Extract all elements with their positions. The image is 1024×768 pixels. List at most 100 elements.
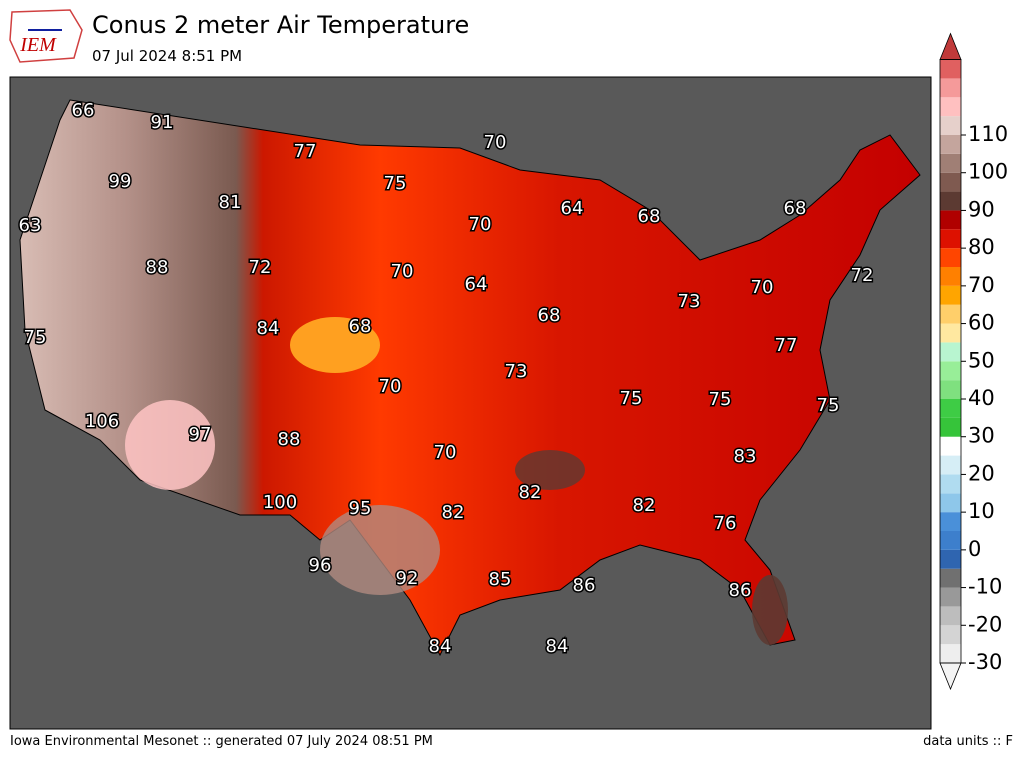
station-label: 88 <box>146 257 169 278</box>
colorbar-segment <box>940 474 961 494</box>
footer-left: Iowa Environmental Mesonet :: generated … <box>10 734 433 749</box>
station-label: 81 <box>219 192 242 213</box>
station-label: 84 <box>546 636 569 657</box>
colorbar-tick-label: 20 <box>968 461 995 485</box>
colorbar-segment <box>940 229 961 249</box>
colorbar-segment <box>940 304 961 324</box>
station-label: 64 <box>465 274 488 295</box>
warm-area <box>515 450 585 490</box>
colorbar-segment <box>940 78 961 98</box>
colorbar-segment <box>940 436 961 456</box>
station-label: 63 <box>19 215 42 236</box>
colorbar-segment <box>940 361 961 381</box>
colorbar-segment <box>940 493 961 513</box>
station-label: 72 <box>249 257 272 278</box>
logo: IEM <box>9 9 83 63</box>
colorbar-under <box>939 662 962 691</box>
station-label: 75 <box>709 389 732 410</box>
station-label: 75 <box>817 395 840 416</box>
station-label: 70 <box>484 132 507 153</box>
colorbar-segment <box>940 417 961 437</box>
station-label: 83 <box>734 446 757 467</box>
station-label: 68 <box>638 206 661 227</box>
colorbar-segment <box>940 97 961 117</box>
colorbar-segment <box>940 210 961 230</box>
subtitle: 07 Jul 2024 8:51 PM <box>92 47 242 65</box>
station-label: 64 <box>561 198 584 219</box>
station-label: 77 <box>775 335 798 356</box>
colorbar-segment <box>940 59 961 79</box>
colorbar-tick-label: 110 <box>968 122 1008 146</box>
station-label: 84 <box>429 636 452 657</box>
colorbar-segment <box>940 267 961 286</box>
colorbar-segment <box>940 399 961 418</box>
texas-area <box>320 505 440 595</box>
colorbar-tick-label: 0 <box>968 537 981 561</box>
colorbar-segment <box>940 153 961 173</box>
station-label: 100 <box>263 492 297 513</box>
colorbar-segment <box>940 342 961 362</box>
station-label: 99 <box>109 171 132 192</box>
colorbar-segment <box>940 191 961 211</box>
colorbar-segment <box>940 625 961 645</box>
colorbar-tick-label: 80 <box>968 235 995 259</box>
station-label: 70 <box>379 376 402 397</box>
colorbar-tick-label: 60 <box>968 311 995 335</box>
station-label: 91 <box>151 112 174 133</box>
colorbar-tick-label: -10 <box>968 575 1002 599</box>
logo-text: IEM <box>19 34 57 56</box>
station-label: 70 <box>391 261 414 282</box>
station-label: 70 <box>751 277 774 298</box>
colorbar-segment <box>940 549 961 569</box>
station-label: 68 <box>349 316 372 337</box>
station-label: 72 <box>851 265 874 286</box>
colorbar-segment <box>940 455 961 475</box>
colorbar-segment <box>940 285 961 305</box>
hot-area <box>125 400 215 490</box>
colorbar-tick-label: 40 <box>968 386 995 410</box>
title: Conus 2 meter Air Temperature <box>92 11 469 39</box>
colorbar-segment <box>940 323 961 343</box>
colorbar-segment <box>940 512 961 531</box>
colorbar-segment <box>940 587 961 607</box>
station-label: 84 <box>257 318 280 339</box>
colorbar-tick-label: 10 <box>968 499 995 523</box>
station-label: 86 <box>573 575 596 596</box>
station-label: 82 <box>633 495 656 516</box>
colorbar-tick-label: 70 <box>968 273 995 297</box>
footer-right: data units :: F <box>923 734 1013 749</box>
station-label: 97 <box>189 424 212 445</box>
station-label: 77 <box>294 141 317 162</box>
colorbar-tick-label: -20 <box>968 612 1002 636</box>
station-label: 92 <box>396 568 419 589</box>
colorbar-segment <box>940 606 961 626</box>
us-land <box>19 99 921 657</box>
station-label: 70 <box>469 214 492 235</box>
station-label: 70 <box>434 442 457 463</box>
station-label: 73 <box>678 291 701 312</box>
colorbar-tick-label: 90 <box>968 197 995 221</box>
station-label: 95 <box>349 498 372 519</box>
warm-area <box>290 317 380 373</box>
station-label: 75 <box>24 327 47 348</box>
station-label: 88 <box>278 429 301 450</box>
colorbar-segment <box>940 644 961 663</box>
florida-area <box>752 575 788 645</box>
colorbar-tick-label: 30 <box>968 424 995 448</box>
station-label: 106 <box>85 411 119 432</box>
colorbar-segment <box>940 172 961 192</box>
colorbar-tick-label: 50 <box>968 348 995 372</box>
station-label: 96 <box>309 555 332 576</box>
colorbar-segment <box>940 116 961 135</box>
colorbar-segment <box>940 248 961 267</box>
colorbar-segment <box>940 568 961 588</box>
station-label: 82 <box>442 502 465 523</box>
colorbar-segment <box>940 135 961 154</box>
station-label: 66 <box>72 100 95 121</box>
colorbar-segment <box>940 531 961 550</box>
station-label: 86 <box>729 580 752 601</box>
colorbar-tick-label: -30 <box>968 650 1002 674</box>
station-label: 85 <box>489 569 512 590</box>
